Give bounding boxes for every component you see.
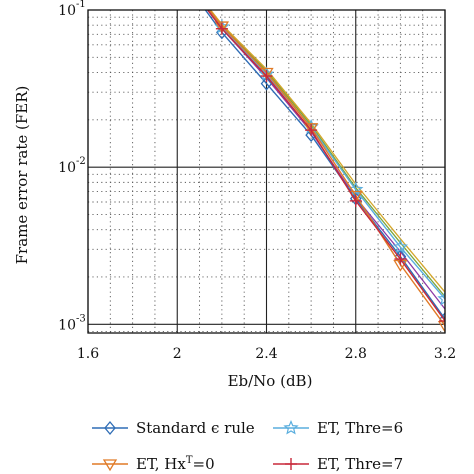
x-tick-label: 3.2 [434,346,456,362]
x-tick-label: 2 [173,346,182,362]
axis-ticks: 1.6 2 2.4 2.8 3.210-110-210-3 [58,0,456,362]
legend-marker [102,459,118,472]
data-point [394,253,407,266]
data-point [303,123,319,136]
x-axis-label: Eb/No (dB) [228,372,313,390]
legend-item: Standard ϵ rule [92,419,255,437]
legend-item: ET, Thre=6 [273,419,403,437]
y-tick-exponent: -2 [76,156,86,167]
legend-label: ET, Thre=6 [317,419,403,437]
data-point [437,290,445,306]
x-tick-label: 2.8 [345,346,367,362]
y-axis-label: Frame error rate (FER) [13,86,31,265]
data-point [439,314,445,327]
legend-label: ET, Thre=7 [317,455,403,473]
plot-area [204,10,445,333]
y-tick-label: 10 [58,160,76,176]
legend: Standard ϵ rule ET, Thre=6 ET, HxT=0 ET, Th… [92,419,403,473]
x-tick-label: 1.6 [77,346,99,362]
data-point [260,70,273,83]
x-tick-label: 2.4 [255,346,277,362]
y-tick-exponent: -1 [76,0,86,10]
y-tick-label: 10 [58,3,76,19]
y-tick-label: 10 [58,317,76,333]
data-point [437,321,445,333]
data-point [215,22,228,35]
plot-border [87,9,446,334]
data-point [214,21,230,34]
data-point [392,238,409,254]
legend-marker [104,420,116,436]
legend-item: ET, Thre=7 [273,455,403,473]
plot-frame [87,9,446,334]
legend-marker [285,458,297,470]
legend-label: Standard ϵ rule [136,419,255,437]
data-point [305,124,318,137]
y-tick-exponent: -3 [76,313,86,324]
grid [87,9,446,333]
data-point [260,76,273,91]
legend-item: ET, HxT=0 [92,455,215,473]
legend-label: ET, HxT=0 [136,455,215,473]
data-point [349,194,362,207]
legend-marker [283,419,299,435]
